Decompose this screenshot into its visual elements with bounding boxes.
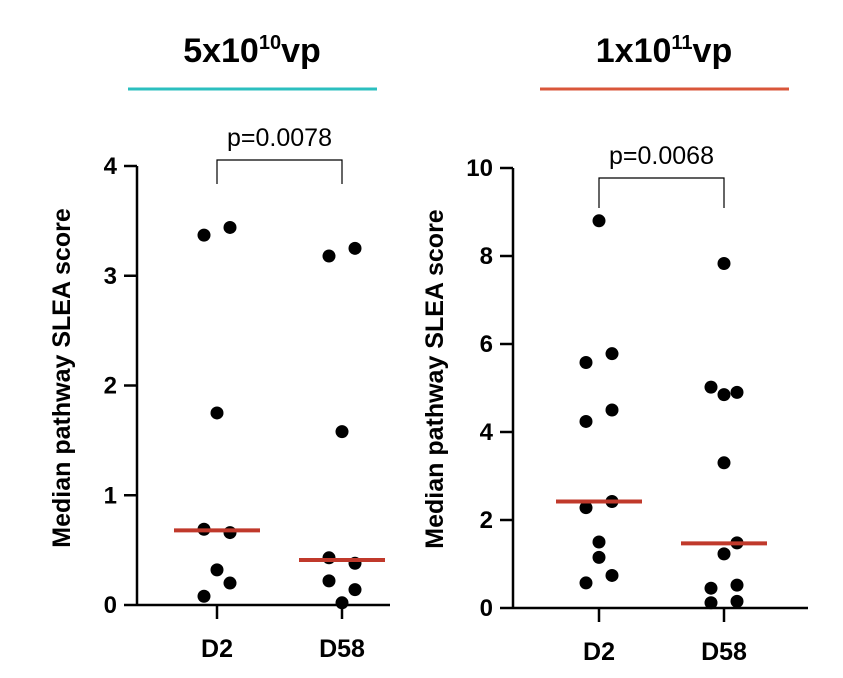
panel-2-significance-bracket [598,177,725,208]
panel-2-point-d2 [605,347,619,361]
panel-1-y-axis-label: Median pathway SLEA score [48,208,76,548]
panel-1-point-d2 [210,406,224,420]
panel-1-point-d58 [348,241,362,255]
panel-1-point-d58 [335,596,349,610]
panel-2-point-d2 [579,501,593,515]
panel-2-point-d58 [717,256,731,270]
panel-2-y-tick-label: 8 [480,243,493,270]
panel-2-point-d2 [605,568,619,582]
panel-1-y-tick-label: 3 [104,263,117,290]
panel-1-significance-bracket [216,159,343,184]
panel-2-y-tick-label: 2 [480,507,493,534]
panel-1-point-d2 [223,576,237,590]
panel-1-point-d58 [322,574,336,588]
panel-2-point-d2 [592,535,606,549]
panel-1-y-tick-label: 2 [104,373,117,400]
panel-1-point-d2 [197,228,211,242]
panel-2-point-d58 [730,594,744,608]
panel-2-point-d58 [730,385,744,399]
panel-2-x-tick-label-d2: D2 [583,638,615,666]
panel-2-point-d58 [717,388,731,402]
panel-2-point-d58 [704,581,718,595]
panel-2-y-tick-label: 10 [466,155,493,182]
panel-2-point-d2 [592,214,606,228]
panel-1-y-tick-label: 1 [104,482,117,509]
panel-2-y-tick-label: 0 [480,595,493,622]
panel-1-point-d58 [335,425,349,439]
panel-1: 5x1010vp 0 1 2 3 4 Median pathway SLEA score D2… [48,32,390,663]
panel-1-y-tick-label: 4 [104,153,118,180]
panel-2-title: 1x1011vp [596,32,732,70]
panel-2-point-d2 [579,414,593,428]
panel-1-point-d58 [348,583,362,597]
panel-1-y-tick-label: 0 [104,592,117,619]
panel-2-point-d2 [592,550,606,564]
panel-2-point-d58 [704,596,718,610]
panel-2-point-d2 [579,576,593,590]
panel-2-p-value: p=0.0068 [609,142,714,170]
panel-2-point-d58 [704,380,718,394]
panel-2-point-d2 [579,355,593,369]
panel-1-point-d58 [322,551,336,565]
panel-1-point-d2 [197,589,211,603]
panel-2-x-tick-label-d58: D58 [701,638,747,666]
panel-2-y-tick-label: 6 [480,331,493,358]
panel-1-point-d2 [210,563,224,577]
panel-1-title: 5x1010vp [183,32,321,70]
panel-1-point-d58 [322,249,336,263]
panel-1-point-d2 [223,220,237,234]
panel-1-x-tick-label-d58: D58 [319,635,365,663]
panel-1-point-d2 [223,526,237,540]
panel-2-point-d2 [605,403,619,417]
panel-1-p-value: p=0.0078 [227,124,332,152]
panel-1-x-tick-label-d2: D2 [201,635,233,663]
panel-2: 1x1011vp 0 2 4 6 8 10 Median pathway SLEA score… [421,32,808,666]
panel-2-point-d58 [730,578,744,592]
panel-2-point-d58 [717,547,731,561]
panel-2-y-axis-label: Median pathway SLEA score [421,209,449,549]
panel-2-point-d58 [717,456,731,470]
panel-2-y-tick-label: 4 [480,419,494,446]
